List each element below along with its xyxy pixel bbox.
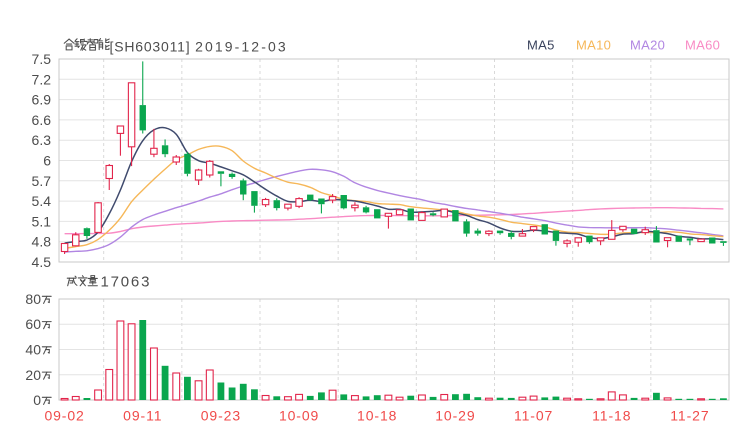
svg-text:6: 6 — [43, 153, 51, 169]
svg-text:4.8: 4.8 — [32, 234, 52, 250]
svg-text:MA60: MA60 — [685, 38, 720, 53]
svg-text:MA10: MA10 — [576, 38, 611, 53]
svg-text:17063: 17063 — [101, 274, 152, 291]
svg-text:80: 80 — [25, 291, 41, 307]
svg-text:10-09: 10-09 — [279, 408, 319, 424]
svg-text:10-18: 10-18 — [357, 408, 397, 424]
svg-text:7.2: 7.2 — [32, 71, 52, 87]
svg-text:7.5: 7.5 — [32, 51, 52, 67]
svg-text:MA20: MA20 — [630, 38, 665, 53]
svg-text:10-29: 10-29 — [435, 408, 475, 424]
svg-text:09-11: 09-11 — [123, 408, 162, 424]
svg-text:MA5: MA5 — [527, 38, 555, 53]
svg-text:0: 0 — [33, 392, 41, 408]
svg-text:5.7: 5.7 — [32, 173, 52, 189]
svg-text:5.1: 5.1 — [32, 213, 52, 229]
svg-text:6.9: 6.9 — [32, 92, 52, 108]
svg-text:11-27: 11-27 — [670, 408, 709, 424]
svg-text:09-23: 09-23 — [201, 408, 241, 424]
svg-text:20: 20 — [25, 367, 41, 383]
svg-text:[SH603011] 2019-12-03: [SH603011] 2019-12-03 — [110, 38, 288, 54]
svg-text:5.4: 5.4 — [32, 193, 52, 209]
svg-text:09-02: 09-02 — [44, 408, 84, 424]
svg-text:60: 60 — [25, 316, 41, 332]
svg-text:6.6: 6.6 — [32, 112, 52, 128]
svg-text:11-07: 11-07 — [514, 408, 553, 424]
svg-text:6.3: 6.3 — [32, 132, 52, 148]
svg-text:11-18: 11-18 — [592, 408, 631, 424]
svg-text:4.5: 4.5 — [32, 254, 52, 270]
svg-text:40: 40 — [25, 342, 41, 358]
